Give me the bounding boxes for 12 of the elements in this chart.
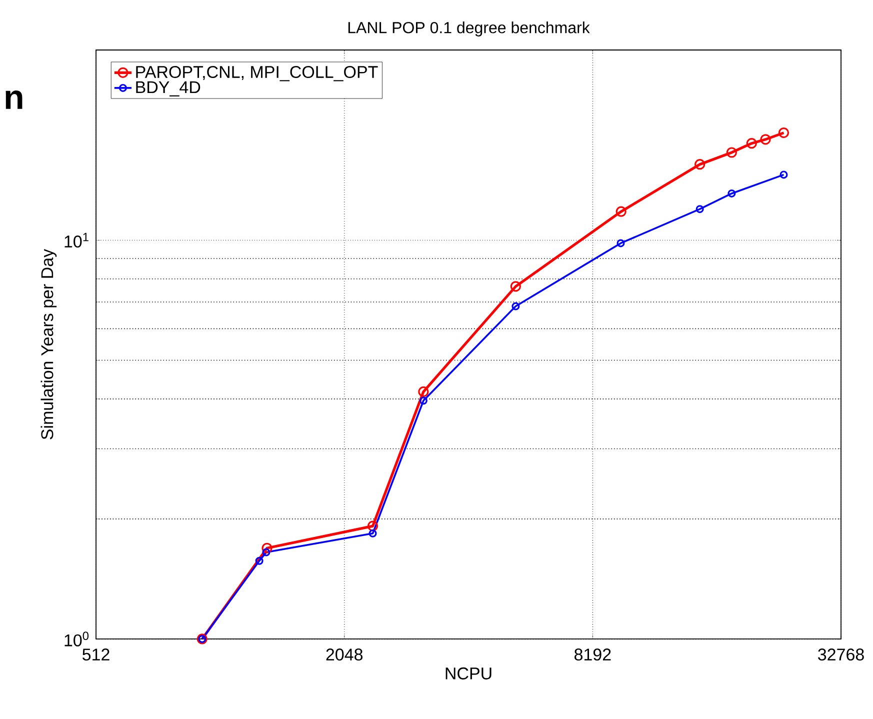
y-tick-label: 10$^{0}$ xyxy=(64,632,89,646)
x-tick-label: 512 xyxy=(82,648,110,661)
x-tick-label: 32768 xyxy=(818,648,864,661)
chart-title: LANL POP 0.1 degree benchmark xyxy=(348,22,590,36)
legend-label: BDY_4D xyxy=(136,81,200,96)
x-tick-label: 8192 xyxy=(574,648,611,661)
text: n xyxy=(6,90,22,109)
y-axis-title: Simulation Years per Day xyxy=(40,248,57,440)
y-tick-label: 10$^{1}$ xyxy=(64,232,88,248)
legend-label: PAROPT,CNL, MPI_COLL_OPT xyxy=(136,66,378,82)
x-tick-label: 2048 xyxy=(326,648,363,661)
x-axis-title: NCPU xyxy=(446,667,492,680)
